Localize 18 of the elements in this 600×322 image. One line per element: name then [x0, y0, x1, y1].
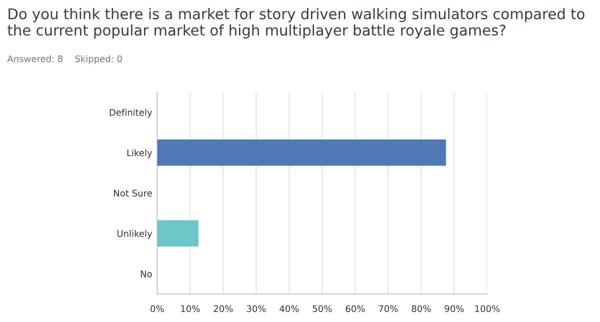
x-tick-label: 50% [312, 305, 332, 312]
x-tick-label: 70% [378, 305, 398, 312]
y-tick-label: Not Sure [114, 190, 152, 197]
x-tick-label: 30% [246, 305, 266, 312]
x-tick-label: 80% [412, 305, 431, 312]
text: Answered: 8 Skipped: 0 [7, 55, 122, 64]
y-tick-label: Definitely [110, 108, 152, 118]
x-tick-label: 0% [150, 305, 164, 312]
y-tick-label: Likely [127, 149, 152, 158]
x-tick-label: 20% [214, 305, 233, 312]
chart-title: Do you think there is a market for story driven walking simulators compared to the current popular market of high multiplayer battle royale games? [8, 8, 584, 38]
x-tick-label: 90% [444, 305, 464, 312]
x-tick-label: 40% [280, 305, 299, 312]
x-tick-label: 60% [346, 305, 365, 312]
y-tick-label: Unlikely [117, 230, 152, 239]
y-tick-label: No [140, 270, 152, 278]
x-tick-label: 10% [181, 305, 200, 312]
x-tick-label: 100% [475, 305, 500, 312]
